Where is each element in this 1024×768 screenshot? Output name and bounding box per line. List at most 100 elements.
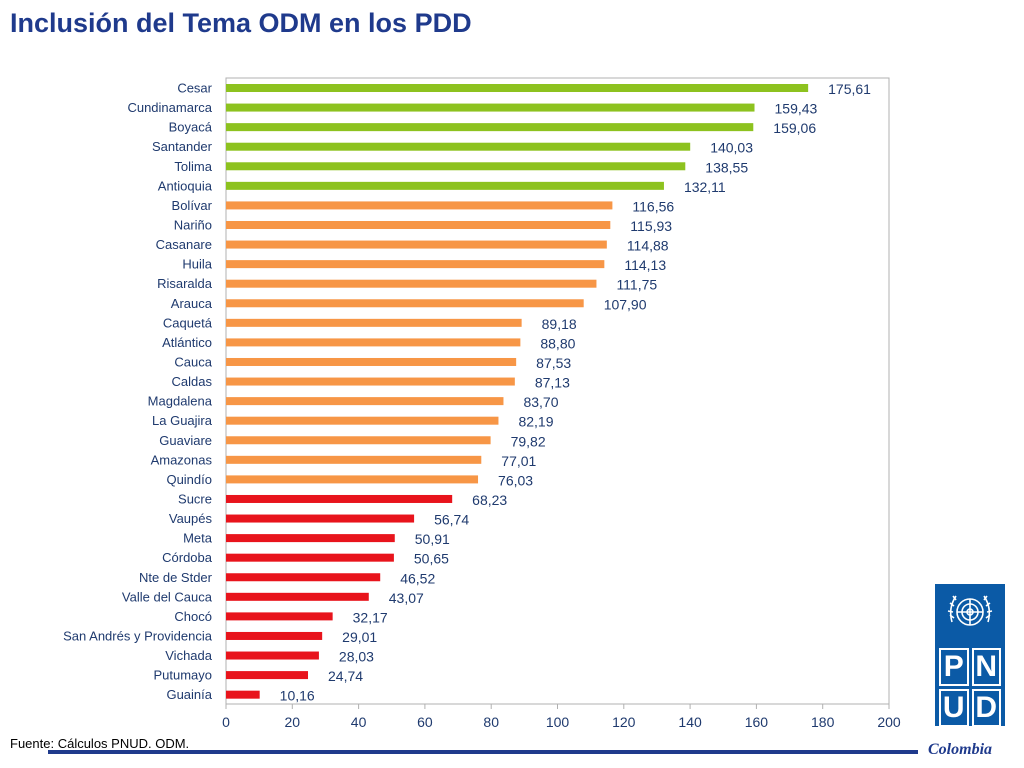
x-tick-label: 180 [811,714,835,730]
bar [226,494,453,503]
value-label: 114,13 [624,257,666,273]
value-label: 83,70 [523,394,558,410]
source-note: Fuente: Cálculos PNUD. ODM. [10,736,190,751]
category-label: Caldas [172,374,213,389]
category-label: Atlántico [162,335,212,350]
category-label: Quindío [166,472,212,487]
category-label: Huila [182,257,212,272]
bar [226,514,415,523]
x-tick-label: 160 [745,714,769,730]
category-label: Cesar [177,81,212,96]
category-label: Arauca [171,296,213,311]
bar [226,357,517,366]
bar [226,377,515,386]
value-label: 132,11 [684,179,726,195]
category-label: Cundinamarca [127,100,212,115]
category-label: Nte de Stder [139,570,213,585]
bar [226,103,755,112]
bar [226,123,754,132]
bar [226,436,491,445]
value-label: 175,61 [828,81,871,97]
value-label: 68,23 [472,492,507,508]
value-label: 43,07 [389,590,424,606]
bar [226,553,394,562]
value-label: 29,01 [342,629,377,645]
value-label: 87,13 [535,375,570,391]
category-label: Vaupés [169,511,213,526]
bar [226,671,309,680]
value-label: 50,91 [415,531,450,547]
category-label: La Guajira [152,413,213,428]
category-label: Sucre [178,491,212,506]
value-label: 46,52 [400,570,435,586]
category-label: Guaviare [159,433,212,448]
bar [226,181,664,190]
value-label: 77,01 [501,453,536,469]
value-label: 111,75 [616,277,657,293]
bar [226,397,504,406]
category-label: Córdoba [162,550,213,565]
category-label: Boyacá [169,120,213,135]
bar [226,534,395,543]
bar [226,318,522,327]
value-label: 88,80 [540,335,575,351]
value-label: 159,06 [773,120,816,136]
value-label: 114,88 [627,238,669,254]
category-label: Casanare [156,237,212,252]
x-tick-label: 60 [417,714,433,730]
bar [226,260,605,269]
bar [226,84,809,92]
category-label: Guainía [166,687,212,702]
x-tick-label: 0 [222,714,230,730]
x-tick-label: 200 [877,714,901,730]
x-tick-label: 140 [678,714,702,730]
value-label: 115,93 [630,218,672,234]
bar [226,651,319,660]
bar [226,142,691,151]
plot-frame [225,77,890,705]
footer-divider [48,750,918,754]
category-label: Magdalena [148,394,213,409]
bar [226,338,521,347]
bar [226,162,686,171]
x-tick-label: 40 [351,714,367,730]
x-tick-label: 120 [612,714,636,730]
bar [226,299,584,308]
logo-letter-n: N [971,648,1001,686]
value-label: 116,56 [632,198,674,214]
bar [226,612,333,621]
bar [226,240,607,249]
category-label: San Andrés y Providencia [63,628,213,643]
category-label: Nariño [174,217,212,232]
bar [226,455,482,464]
category-label: Tolima [174,159,212,174]
value-label: 50,65 [414,551,449,567]
value-label: 79,82 [511,433,546,449]
page-title: Inclusión del Tema ODM en los PDD [10,8,472,38]
value-label: 82,19 [518,414,553,430]
bar [226,416,499,425]
category-label: Valle del Cauca [122,589,213,604]
value-label: 107,90 [604,296,647,312]
x-tick-label: 20 [285,714,301,730]
logo-letter-p: P [939,648,969,686]
value-label: 159,43 [775,101,818,117]
value-label: 87,53 [536,355,571,371]
category-label: Meta [183,531,213,546]
bar [226,279,597,288]
category-label: Antioquia [158,178,213,193]
category-label: Amazonas [151,452,213,467]
value-label: 24,74 [328,668,363,684]
logo-letter-d: D [971,689,1001,726]
category-label: Putumayo [153,668,212,683]
category-label: Bolívar [172,198,213,213]
category-label: Caquetá [163,315,213,330]
value-label: 76,03 [498,472,533,488]
bar [226,220,611,229]
value-label: 138,55 [705,159,748,175]
category-label: Cauca [174,354,212,369]
x-tick-label: 100 [546,714,570,730]
pnud-logo: P N U D [935,584,1005,726]
value-label: 10,16 [280,688,315,704]
